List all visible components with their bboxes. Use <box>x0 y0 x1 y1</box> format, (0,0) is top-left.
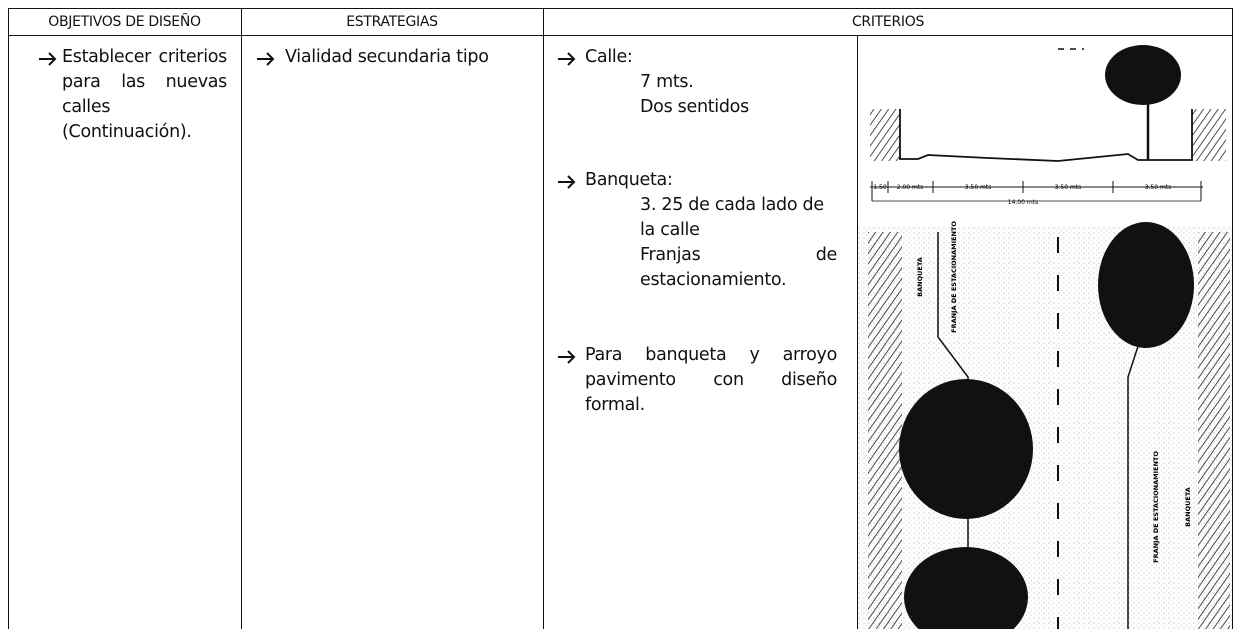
arrow-icon <box>558 52 576 66</box>
table-border <box>857 35 858 629</box>
dimension-total: 14.00 mts <box>1008 199 1038 206</box>
arrow-icon <box>39 52 57 66</box>
wall-hatch <box>870 109 900 161</box>
tree-canopy <box>904 547 1028 629</box>
criterion-label: Calle: <box>585 47 633 67</box>
wall-hatch <box>1192 109 1226 161</box>
tree-canopy <box>1098 222 1194 348</box>
table-border <box>8 8 1233 9</box>
plan-label: FRANJA DE ESTACIONAMIENTO <box>1152 451 1160 563</box>
plan-hatch <box>868 232 902 629</box>
dimension-label: 3.50 mts <box>1055 184 1082 191</box>
criterion-detail: Franjas de estacionamiento. <box>640 245 837 290</box>
table-border <box>8 8 9 629</box>
objective-text: Establecer criterios para las nuevas cal… <box>62 47 227 142</box>
criterion-label: Banqueta: <box>585 170 673 190</box>
plan-label: BANQUETA <box>916 257 924 297</box>
dimension-label: 1.50 <box>873 184 887 191</box>
ground-line <box>899 109 1193 162</box>
plan-label: FRANJA DE ESTACIONAMIENTO <box>950 221 958 333</box>
tree-canopy <box>899 379 1033 519</box>
dimension-ticks <box>871 181 1202 201</box>
dimension-label: 3.50 mts <box>965 184 992 191</box>
plan-label: BANQUETA <box>1184 487 1192 527</box>
criterion-detail: Dos sentidos <box>640 97 749 117</box>
dimension-label: 2.00 mts <box>897 184 924 191</box>
strategy-text: Vialidad secundaria tipo <box>285 47 489 67</box>
arrow-icon <box>558 350 576 364</box>
criterion-label: Para banqueta y arroyo pavimento con dis… <box>585 345 837 415</box>
arrow-icon <box>257 52 275 66</box>
tree-canopy <box>1105 45 1181 105</box>
header-cell: OBJETIVOS DE DISEÑO <box>48 14 201 30</box>
header-cell: ESTRATEGIAS <box>346 14 438 30</box>
criterion-detail: 7 mts. <box>640 72 694 92</box>
table-border <box>8 35 1233 36</box>
arrow-icon <box>558 175 576 189</box>
table-border <box>241 8 242 629</box>
table-border <box>543 8 544 629</box>
plan-hatch <box>1198 232 1230 629</box>
table-border <box>1232 8 1233 629</box>
criterion-detail: 3. 25 de cada lado de la calle <box>640 195 824 240</box>
dimension-label: 3.50 mts <box>1145 184 1172 191</box>
header-cell: CRITERIOS <box>851 14 925 30</box>
street-drawing: 1.50 2.00 mts 3.50 mts 3.50 mts 3.50 mts… <box>858 45 1232 629</box>
